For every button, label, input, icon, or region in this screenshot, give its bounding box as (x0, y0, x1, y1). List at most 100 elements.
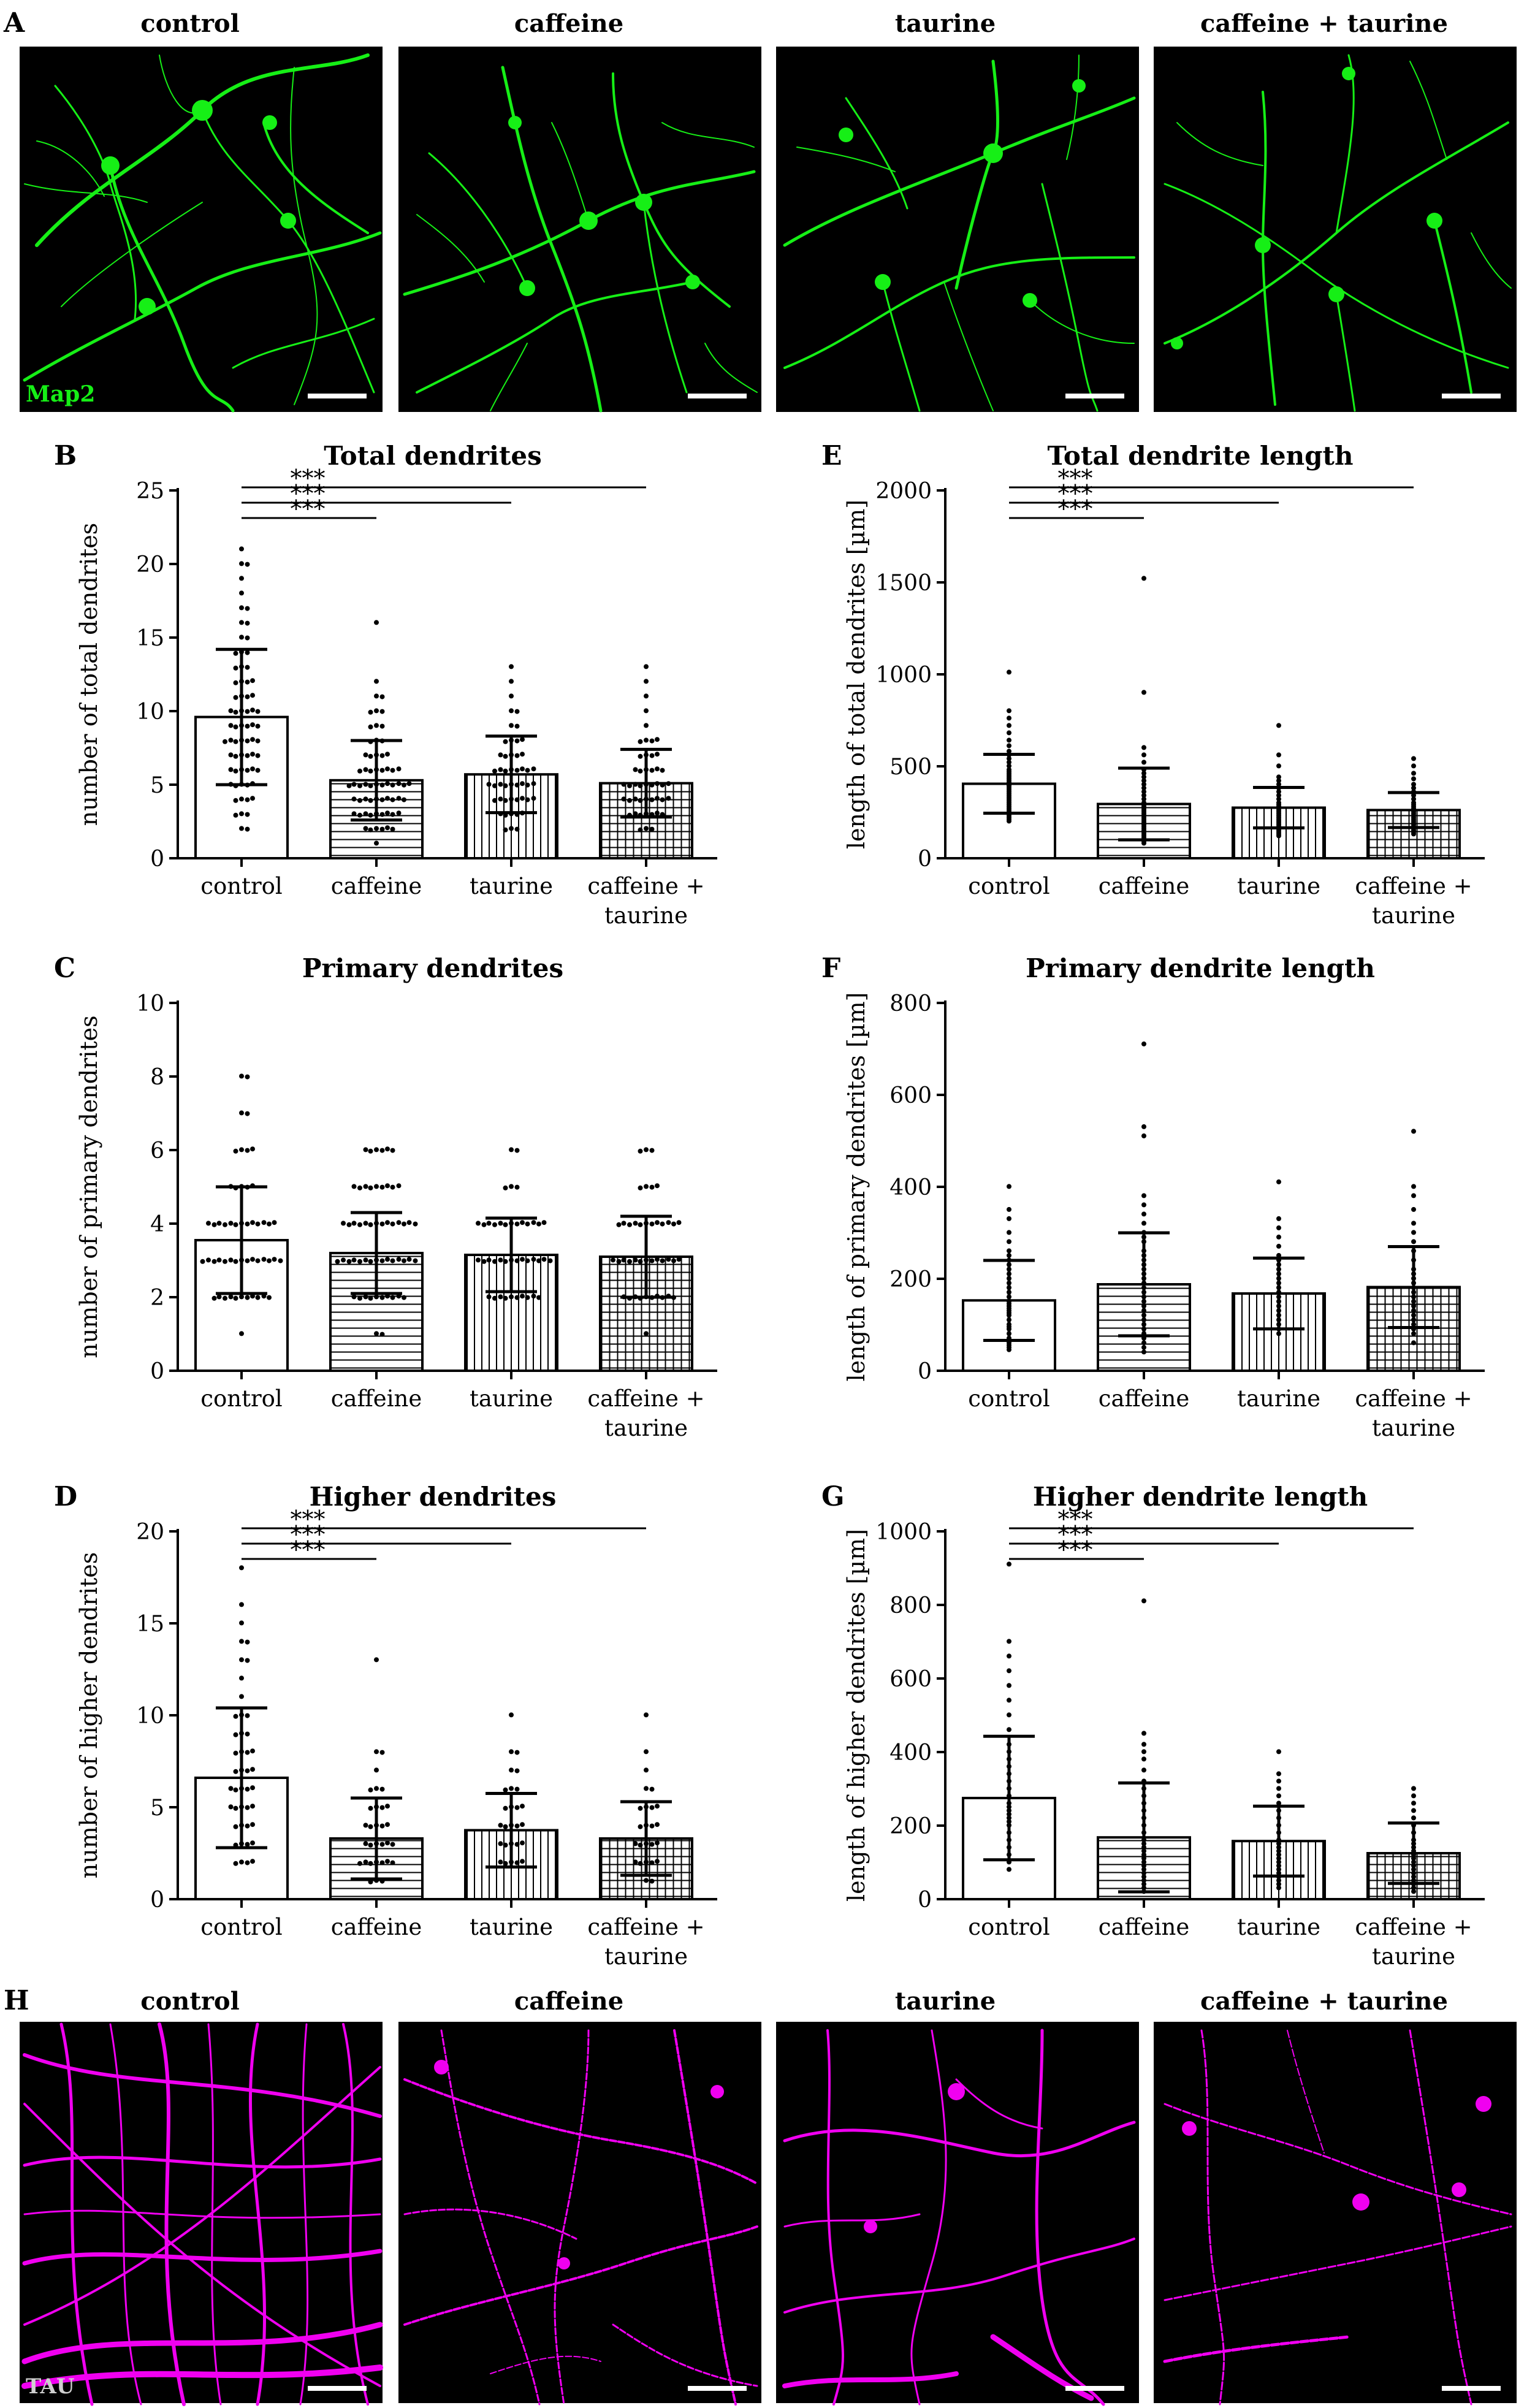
data-point (644, 679, 649, 684)
data-point (379, 709, 385, 714)
data-point (357, 812, 362, 818)
data-point (233, 1805, 238, 1811)
data-point (223, 1295, 227, 1301)
data-point (1411, 1793, 1416, 1799)
panel-d: D Higher dendrites number of higher dendri… (0, 1470, 766, 1985)
y-tick-label: 5 (150, 773, 164, 798)
data-point (374, 1767, 379, 1773)
data-point (1411, 1230, 1416, 1235)
data-point (363, 1841, 368, 1846)
data-point (1007, 1697, 1011, 1703)
data-point (363, 1859, 368, 1865)
data-point (514, 1148, 520, 1153)
data-point (514, 1768, 520, 1774)
data-point (245, 1258, 250, 1263)
data-point (245, 562, 250, 567)
data-point (379, 1184, 385, 1190)
data-point (660, 1258, 665, 1263)
data-point (1411, 1184, 1416, 1189)
data-point (1276, 752, 1281, 758)
data-point (396, 796, 402, 801)
data-point (503, 1842, 508, 1848)
scale-bar (688, 2386, 747, 2391)
map2-micrograph-taurine (776, 47, 1139, 412)
data-point (245, 768, 250, 773)
data-point (492, 768, 497, 774)
data-point (486, 782, 492, 787)
panel-g: G Higher dendrite length length of higher … (768, 1470, 1534, 1985)
data-point (644, 693, 649, 699)
data-point (655, 1804, 660, 1809)
data-point (390, 768, 395, 773)
data-point (503, 783, 508, 788)
data-point (531, 1294, 536, 1299)
x-tick-label: control (200, 1914, 283, 1940)
data-point (374, 679, 379, 684)
panel-h-col-title-2: caffeine (514, 1987, 623, 2016)
data-point (228, 723, 234, 728)
y-tick-label: 0 (150, 1359, 164, 1384)
data-point (649, 797, 655, 802)
data-point (357, 1222, 362, 1227)
data-point (638, 1842, 643, 1848)
data-point (216, 1294, 222, 1300)
data-point (211, 1222, 217, 1227)
data-point (514, 1750, 520, 1755)
y-tick-label: 0 (150, 1888, 164, 1913)
chart-title: Primary dendrites (302, 953, 563, 983)
data-point (390, 1295, 395, 1300)
panel-h-col-title-4: caffeine + taurine (1200, 1987, 1448, 2016)
data-point (1141, 1124, 1146, 1129)
data-point (503, 1805, 508, 1811)
data-point (402, 1221, 406, 1227)
data-point (211, 1295, 217, 1301)
data-point (509, 826, 514, 831)
x-tick-label: taurine (604, 1943, 688, 1970)
data-point (250, 1257, 255, 1262)
data-point (245, 620, 250, 626)
data-point (239, 605, 244, 611)
data-point (368, 1259, 373, 1264)
data-point (245, 650, 250, 655)
data-point (239, 1675, 244, 1681)
data-point (1141, 1340, 1146, 1346)
data-point (509, 1767, 514, 1773)
data-point (1276, 1878, 1281, 1883)
y-tick-label: 4 (150, 1212, 164, 1237)
data-point (1276, 1234, 1281, 1240)
data-point (1276, 1179, 1281, 1184)
data-point (509, 1749, 514, 1755)
data-point (671, 1258, 676, 1263)
y-tick-label: 1000 (875, 663, 932, 688)
y-tick-label: 1500 (875, 571, 932, 596)
data-point (498, 1221, 503, 1226)
data-point (1276, 1786, 1281, 1791)
data-point (627, 783, 632, 788)
data-point (245, 1658, 250, 1663)
data-point (379, 768, 385, 773)
chart-title: Total dendrite length (1048, 441, 1354, 471)
data-point (379, 1221, 385, 1227)
data-point (385, 781, 390, 787)
data-point (638, 1148, 643, 1154)
data-point (1007, 737, 1011, 743)
x-tick-label: taurine (470, 1914, 553, 1940)
data-point (633, 1257, 638, 1263)
data-point (351, 1294, 357, 1300)
data-point (627, 1222, 632, 1227)
data-point (509, 693, 514, 699)
x-tick-label: caffeine (1099, 1385, 1190, 1412)
x-tick-label: caffeine (1099, 873, 1190, 899)
data-point (644, 1712, 649, 1718)
data-point (503, 1787, 508, 1793)
data-point (363, 782, 368, 787)
data-point (363, 767, 368, 772)
data-point (374, 840, 379, 846)
tau-micrograph-control: TAU (20, 2022, 383, 2406)
x-tick-label: control (200, 873, 283, 899)
data-point (676, 1220, 682, 1225)
data-point (649, 1184, 655, 1190)
data-point (1141, 1133, 1146, 1138)
data-point (1007, 1561, 1011, 1567)
data-point (363, 1294, 368, 1300)
